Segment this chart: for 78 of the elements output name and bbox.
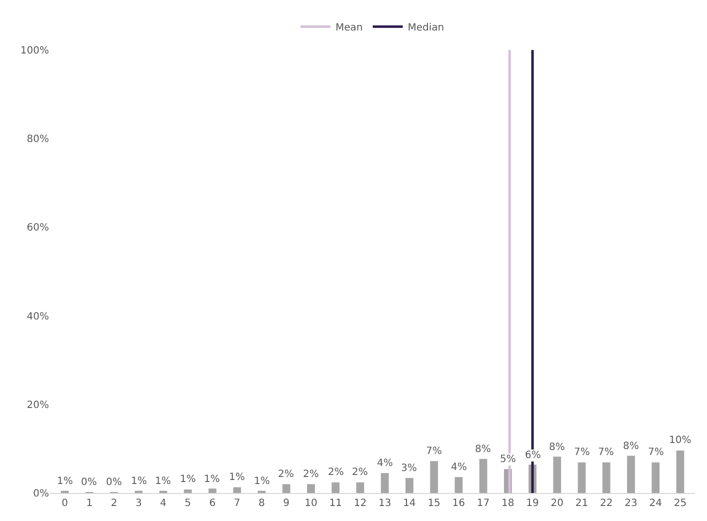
x-tick-label: 6 bbox=[209, 498, 216, 509]
x-tick-label: 22 bbox=[600, 498, 613, 509]
x-tick-label: 15 bbox=[428, 498, 440, 509]
bar bbox=[380, 473, 389, 493]
x-tick-label: 5 bbox=[184, 498, 192, 509]
data-label: 1% bbox=[254, 476, 270, 487]
data-label: 1% bbox=[229, 472, 245, 483]
data-label: 2% bbox=[278, 469, 294, 480]
y-tick-label: 20% bbox=[26, 400, 49, 411]
data-label: 0% bbox=[81, 477, 97, 488]
x-tick-label: 25 bbox=[674, 498, 687, 509]
data-label: 7% bbox=[574, 447, 590, 458]
x-tick-label: 19 bbox=[526, 498, 539, 509]
x-tick-label: 7 bbox=[234, 498, 240, 509]
data-label: 1% bbox=[57, 476, 73, 487]
data-label: 1% bbox=[204, 474, 220, 485]
legend-label: Mean bbox=[336, 22, 363, 34]
bar bbox=[233, 487, 242, 493]
bar bbox=[208, 488, 216, 493]
bar bbox=[307, 484, 315, 493]
data-label: 10% bbox=[669, 435, 692, 446]
data-label: 4% bbox=[377, 458, 393, 469]
x-tick-label: 18 bbox=[502, 498, 514, 509]
data-label: 0% bbox=[106, 477, 122, 488]
x-tick-label: 10 bbox=[304, 498, 318, 509]
y-tick-label: 80% bbox=[26, 134, 49, 146]
bar bbox=[652, 462, 660, 493]
data-label: 8% bbox=[549, 442, 565, 453]
x-tick-label: 1 bbox=[86, 498, 93, 509]
data-label: 8% bbox=[623, 441, 639, 452]
bar bbox=[184, 489, 192, 493]
data-label: 2% bbox=[303, 469, 319, 480]
y-tick-label: 40% bbox=[26, 311, 49, 322]
bar bbox=[553, 456, 562, 493]
data-label: 5% bbox=[500, 454, 516, 465]
data-label: 7% bbox=[648, 447, 664, 458]
x-tick-label: 24 bbox=[649, 498, 662, 509]
bar bbox=[405, 478, 414, 493]
x-tick-label: 20 bbox=[550, 498, 564, 509]
x-tick-label: 3 bbox=[135, 498, 142, 509]
bar bbox=[676, 450, 684, 493]
data-label: 7% bbox=[426, 446, 442, 457]
data-label: 4% bbox=[451, 462, 467, 473]
bar bbox=[627, 456, 635, 493]
data-label: 8% bbox=[475, 444, 491, 455]
bar bbox=[430, 461, 438, 493]
y-tick-label: 60% bbox=[26, 222, 49, 234]
x-tick-label: 11 bbox=[329, 498, 342, 509]
x-tick-label: 14 bbox=[403, 498, 416, 509]
x-tick-label: 9 bbox=[283, 498, 290, 509]
data-label: 2% bbox=[328, 467, 344, 478]
x-tick-label: 0 bbox=[62, 498, 68, 509]
bar bbox=[602, 462, 610, 493]
bar bbox=[479, 458, 488, 493]
bar bbox=[578, 462, 586, 493]
x-tick-label: 16 bbox=[452, 498, 466, 509]
x-tick-label: 2 bbox=[110, 498, 118, 509]
x-tick-label: 17 bbox=[476, 498, 490, 509]
x-tick-label: 23 bbox=[624, 498, 638, 509]
bar bbox=[356, 482, 364, 493]
data-label: 2% bbox=[352, 467, 368, 478]
data-label: 1% bbox=[180, 474, 196, 485]
data-label: 6% bbox=[525, 450, 541, 461]
bar bbox=[332, 482, 340, 493]
data-label: 3% bbox=[401, 463, 417, 474]
data-label: 1% bbox=[131, 476, 147, 487]
x-tick-label: 12 bbox=[354, 498, 367, 509]
x-tick-label: 21 bbox=[575, 498, 588, 509]
x-tick-label: 13 bbox=[378, 498, 392, 509]
bar bbox=[282, 484, 290, 493]
legend-label: Median bbox=[408, 22, 444, 34]
y-tick-label: 0% bbox=[33, 488, 49, 500]
x-tick-label: 4 bbox=[160, 498, 166, 509]
x-tick-label: 8 bbox=[258, 498, 265, 509]
y-tick-label: 100% bbox=[20, 46, 49, 56]
data-label: 7% bbox=[598, 447, 614, 458]
data-label: 1% bbox=[155, 476, 171, 487]
bar bbox=[454, 477, 463, 493]
